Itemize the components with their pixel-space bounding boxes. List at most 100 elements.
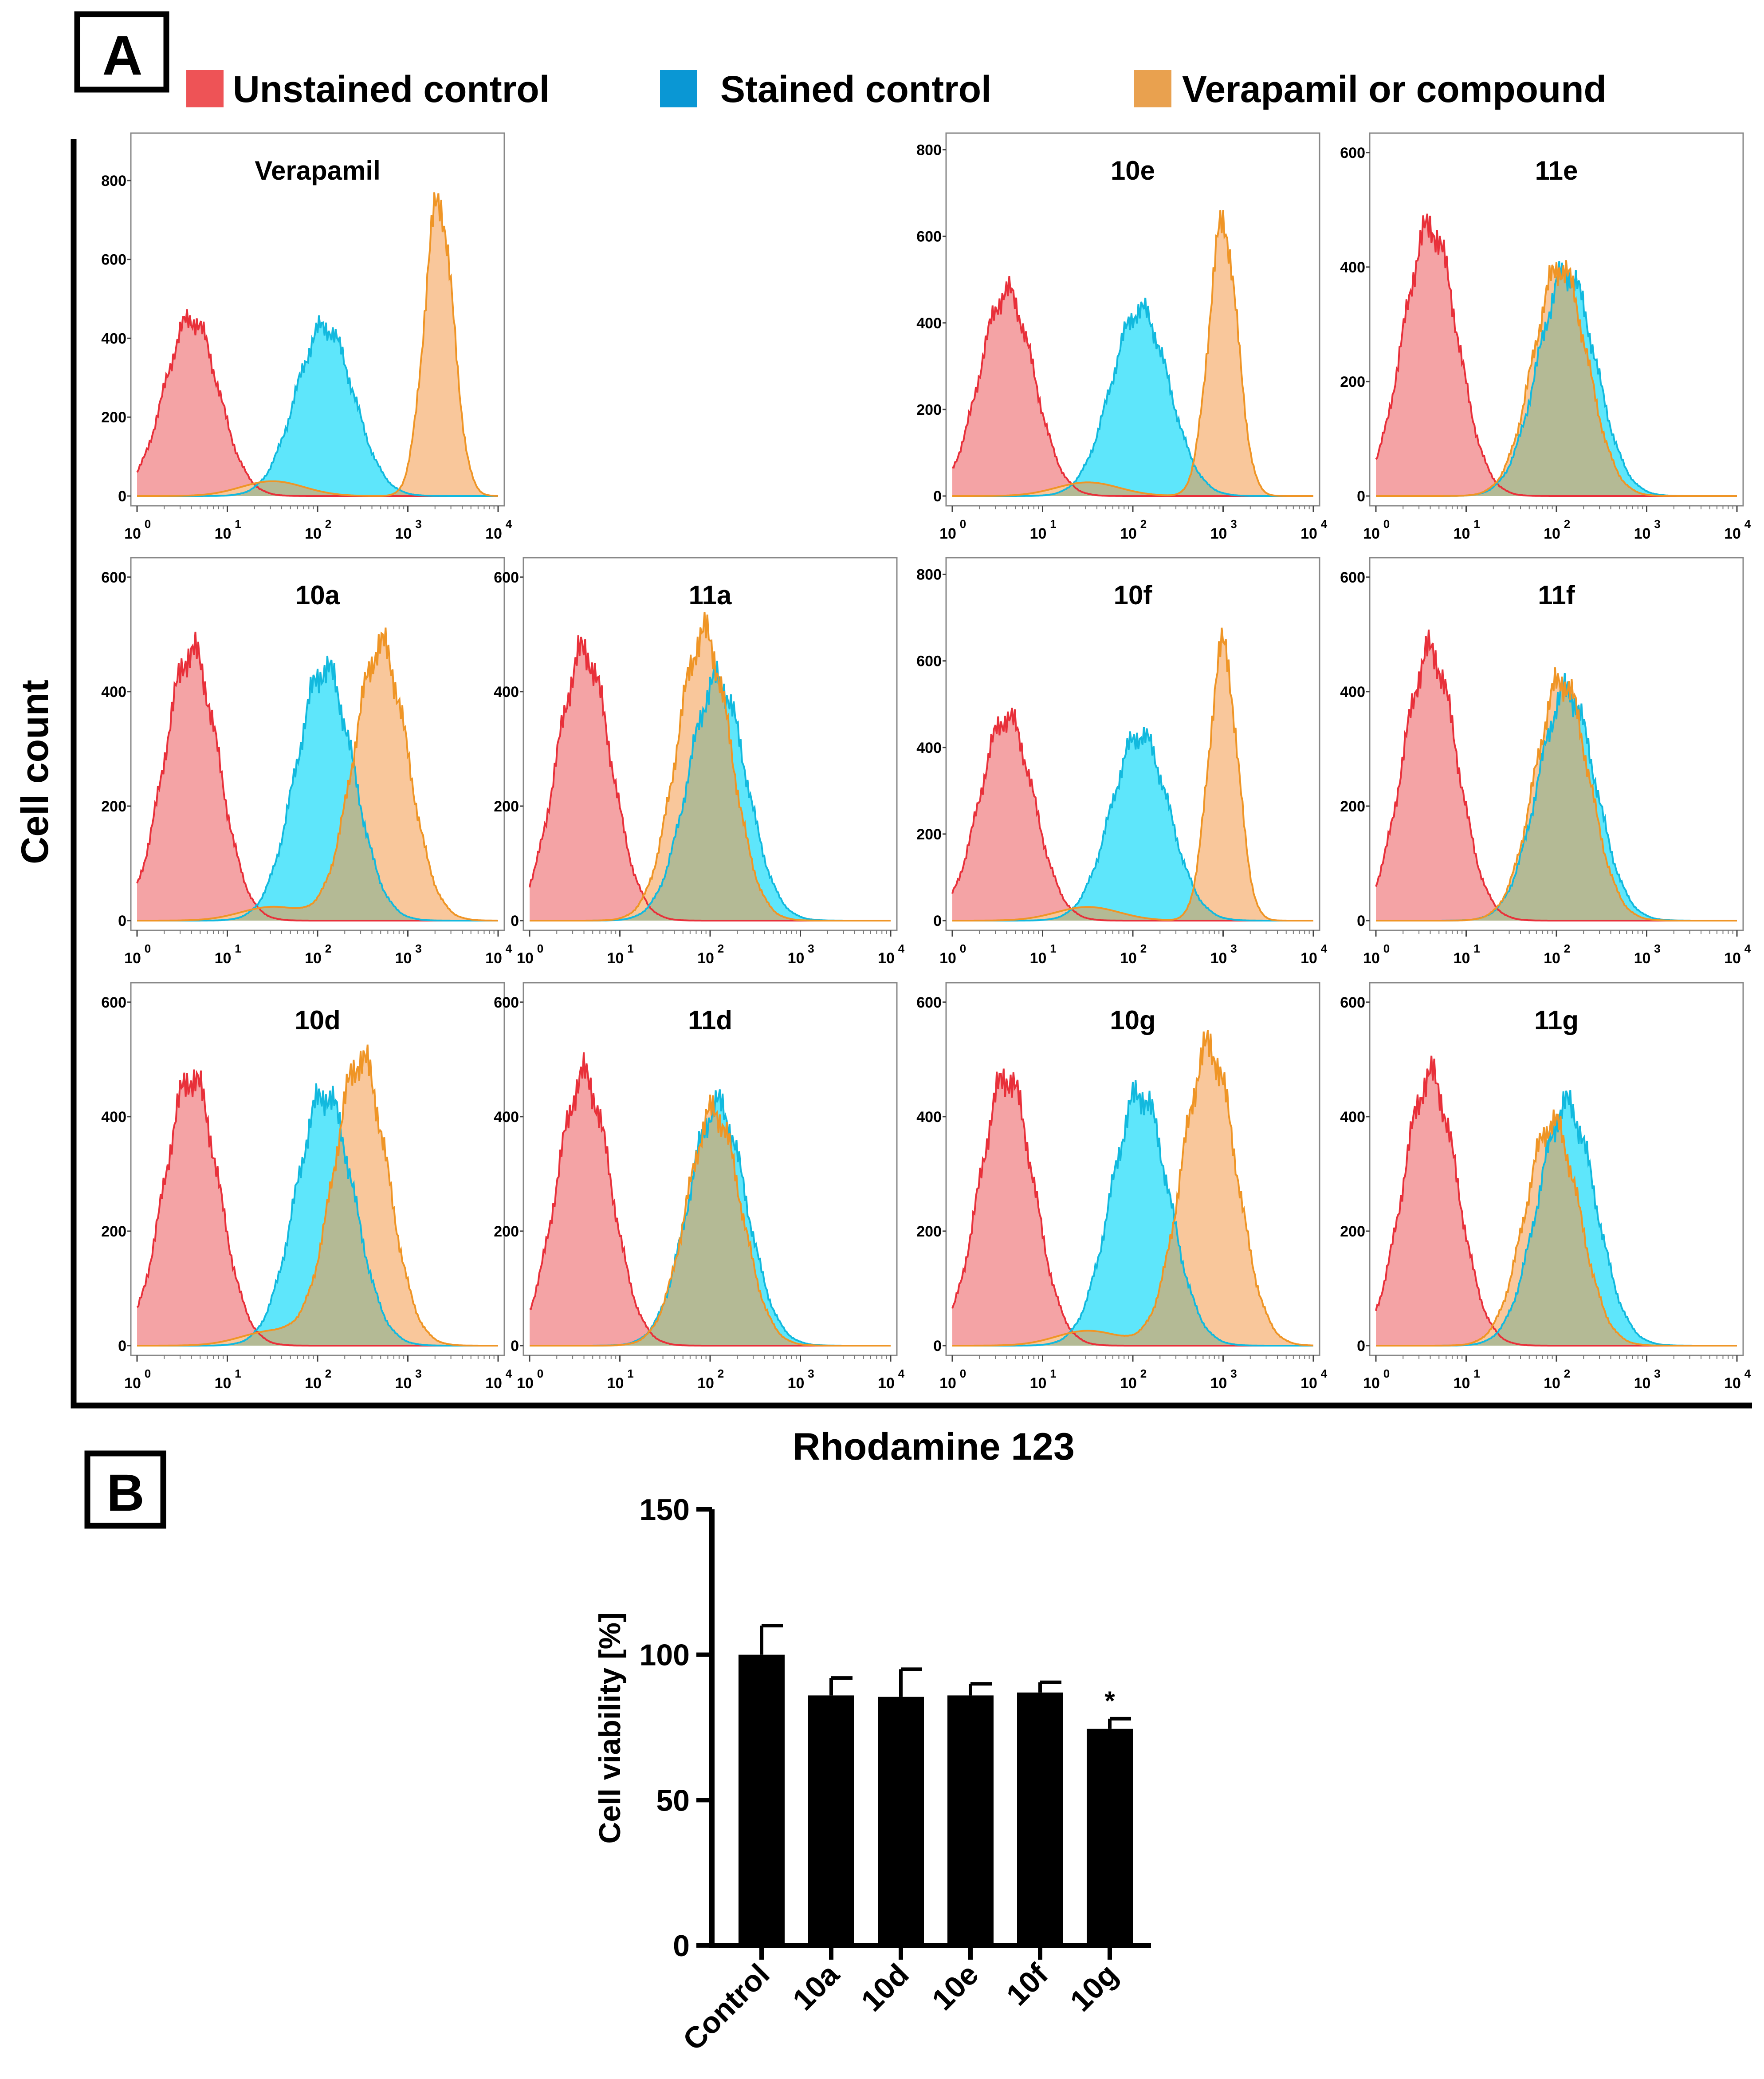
x-tick-exponent: 1 (235, 517, 241, 531)
histogram-area-unstained (137, 309, 498, 496)
histogram-area-unstained (952, 276, 1313, 496)
y-tick-label: 200 (101, 1223, 126, 1240)
y-tick-label: 400 (494, 1109, 519, 1126)
x-tick-exponent: 1 (627, 1367, 633, 1380)
x-tick-label: 10 (124, 1375, 141, 1392)
histogram-area-overlap (1376, 267, 1737, 496)
y-tick-label: 200 (916, 1223, 942, 1240)
x-tick-label: 10 (1363, 525, 1380, 542)
x-tick-label: 10 (939, 525, 956, 542)
x-tick-exponent: 3 (808, 942, 814, 955)
histogram-area-stained (137, 315, 498, 496)
histogram-area-stained (952, 727, 1313, 921)
x-tick-exponent: 3 (415, 1367, 421, 1380)
x-tick-label: 10 (1544, 950, 1560, 967)
x-tick-exponent: 3 (1230, 517, 1237, 531)
x-tick-exponent: 2 (325, 1367, 331, 1380)
histogram-area-stained (952, 1080, 1313, 1346)
x-tick-label: 10 (607, 950, 624, 967)
bar-10g (1087, 1729, 1133, 1945)
histogram-area-compound (137, 627, 498, 921)
y-tick-label: 200 (916, 402, 942, 418)
bar-chart: 0 50 100 150 Cell viability [%] Control 10a 10d… (593, 1493, 1151, 2057)
y-tick-label: 400 (916, 740, 942, 756)
y-tick-label: 600 (494, 994, 519, 1011)
x-tick-exponent: 1 (1050, 517, 1056, 531)
x-tick-label: 10 (878, 950, 895, 967)
x-tick-exponent: 3 (1654, 517, 1660, 531)
x-tick-exponent: 4 (506, 1367, 512, 1380)
legend-label-unstained: Unstained control (233, 68, 550, 110)
y-tick-label: 400 (916, 315, 942, 332)
histogram-area-overlap (530, 664, 891, 921)
x-tick-label: 10 (1030, 525, 1047, 542)
x-tick-exponent: 1 (1050, 1367, 1056, 1380)
x-tick-label: 10 (788, 950, 805, 967)
histogram-title: 10e (1111, 156, 1155, 185)
y-tick-label: 200 (494, 1223, 519, 1240)
y-tick-label: 600 (1340, 145, 1365, 161)
x-tick-exponent: 0 (145, 942, 151, 955)
x-tick-label: 10 (1544, 1375, 1560, 1392)
x-tick-exponent: 3 (1654, 1367, 1660, 1380)
x-tick-exponent: 1 (235, 942, 241, 955)
x-tick-exponent: 1 (1473, 1367, 1480, 1380)
histogram-area-overlap (137, 481, 498, 496)
x-tick-label: 10 (697, 950, 714, 967)
histogram-title: 10d (295, 1005, 340, 1035)
x-tick-exponent: 3 (415, 942, 421, 955)
x-tick-label: 10 (1724, 525, 1741, 542)
y-tick-label: 600 (494, 569, 519, 586)
y-tick-label: 400 (1340, 1109, 1365, 1126)
y-tick-label: 0 (1357, 913, 1365, 929)
y-tick-label: 800 (101, 173, 126, 189)
x-tick-label: 10 (305, 950, 322, 967)
histogram-area-unstained (530, 635, 891, 921)
y-tick-label: 200 (101, 798, 126, 815)
legend-label-stained: Stained control (720, 68, 991, 110)
x-tick-label: 10 (1030, 1375, 1047, 1392)
histogram-line-compound (137, 1044, 498, 1347)
y-tick-label: 200 (1340, 1223, 1365, 1240)
x-tick-exponent: 3 (1654, 942, 1660, 955)
x-tick-label: 10 (1300, 1375, 1317, 1392)
x-tick-label: 10 (517, 1375, 534, 1392)
panel-b-label-text: B (106, 1464, 144, 1522)
x-tick-label: 10 (1030, 950, 1047, 967)
y-tick-label: 0 (933, 1338, 942, 1354)
x-tick-exponent: 4 (1744, 1367, 1751, 1380)
x-tick-exponent: 3 (1230, 1367, 1237, 1380)
y-tick-label: 400 (1340, 259, 1365, 276)
x-tick-label: 10 (124, 950, 141, 967)
x-tick-exponent: 0 (960, 1367, 966, 1380)
histogram-area-compound (952, 1030, 1313, 1346)
histogram-area-overlap (1376, 681, 1737, 921)
histogram-title: 10g (1110, 1005, 1155, 1035)
histogram-line-compound (530, 612, 891, 921)
histogram-line-compound (137, 627, 499, 921)
histogram-line-compound (530, 1095, 891, 1347)
x-tick-exponent: 0 (1383, 942, 1390, 955)
bar-10d (878, 1697, 924, 1945)
x-tick-label: 10 (1634, 950, 1651, 967)
y-tick-label: 200 (101, 409, 126, 426)
x-tick-exponent: 2 (325, 517, 331, 531)
panel-b-label: B (84, 1450, 166, 1529)
y-tick-label: 0 (118, 488, 126, 505)
y-tick-label: 600 (101, 569, 126, 586)
histogram-title: 11a (689, 580, 732, 610)
x-tick-label: 10 (1634, 1375, 1651, 1392)
x-tick-exponent: 2 (1140, 517, 1147, 531)
x-tick-exponent: 1 (1050, 942, 1056, 955)
x-tick-label: 10 (1120, 950, 1137, 967)
y-tick-label: 600 (101, 252, 126, 268)
histogram-area-stained (137, 656, 498, 921)
bar-y-tick-label: 50 (656, 1784, 690, 1817)
y-tick-label: 200 (494, 798, 519, 815)
x-tick-exponent: 4 (1321, 1367, 1328, 1380)
x-tick-exponent: 2 (325, 942, 331, 955)
y-tick-label: 0 (1357, 488, 1365, 505)
